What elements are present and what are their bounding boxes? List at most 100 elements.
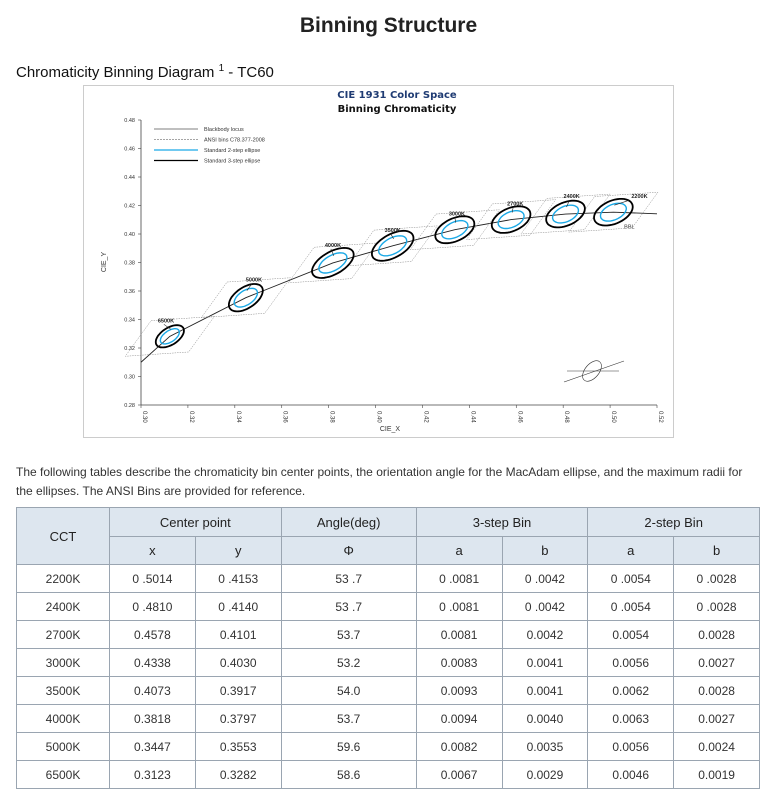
table-cell: 0.0041 xyxy=(501,648,589,677)
table-cell: 0.0041 xyxy=(501,676,589,705)
two-step-ellipse xyxy=(599,202,627,222)
y-tick-label: 0.48 xyxy=(124,118,135,124)
table-cell: 0.0067 xyxy=(415,760,503,789)
point-leader-line xyxy=(614,199,630,206)
table-cell: 3500K xyxy=(16,676,110,705)
x-tick-label: 0.36 xyxy=(282,411,288,423)
subtitle-text: Chromaticity Binning Diagram xyxy=(16,64,215,81)
section-subtitle: Chromaticity Binning Diagram 1 - TC60 xyxy=(16,63,274,81)
table-cell: 58.6 xyxy=(280,760,417,789)
table-description: The following tables describe the chroma… xyxy=(16,465,743,498)
table-cell: 2700K xyxy=(16,620,110,649)
three-step-ellipse xyxy=(311,246,355,279)
x-axis-label: CIE_X xyxy=(380,426,401,433)
ansi-bin-quad xyxy=(124,316,215,357)
ansi-bin-quad xyxy=(347,225,438,267)
chart-subtitle: Binning Chromaticity xyxy=(338,104,457,115)
table-cell: 0.4578 xyxy=(109,620,196,649)
table-cell: 0.3818 xyxy=(109,704,196,733)
chart-title: CIE 1931 Color Space xyxy=(337,90,457,101)
table-cell: 0.3123 xyxy=(109,760,196,789)
table-cell: 0.3553 xyxy=(194,732,282,761)
three-step-ellipse xyxy=(593,198,634,227)
table-cell: 0.0093 xyxy=(415,676,503,705)
table-cell: 53.7 xyxy=(280,620,417,649)
ansi-bin-quad xyxy=(466,199,557,240)
x-tick-label: 0.52 xyxy=(657,411,663,423)
table-row: 3500K 0.4073 0.3917 54.0 0.0093 0.0041 0.0062 0… xyxy=(16,676,760,705)
x-tick-label: 0.46 xyxy=(516,411,522,423)
table-cell: 0.4338 xyxy=(109,648,196,677)
two-step-ellipse xyxy=(377,235,408,257)
three-step-ellipse xyxy=(490,205,532,234)
binning-table: CCT Center point Angle(deg) 3-step Bin 2… xyxy=(16,507,760,789)
x-tick-label: 0.42 xyxy=(422,411,428,423)
table-cell: 0 .0081 xyxy=(415,564,503,593)
x-tick-label: 0.44 xyxy=(469,411,475,423)
y-tick-label: 0.44 xyxy=(124,175,135,181)
table-cell: 53.2 xyxy=(280,648,417,677)
table-cell: 0 .0081 xyxy=(415,592,503,621)
table-cell: 0.4073 xyxy=(109,676,196,705)
header-3-step: 3-step Bin xyxy=(415,507,589,537)
x-tick-label: 0.48 xyxy=(563,411,569,423)
table-cell: 2400K xyxy=(16,592,110,621)
table-cell: 53 .7 xyxy=(280,592,417,621)
y-tick-label: 0.36 xyxy=(124,289,135,295)
table-cell: 0.0046 xyxy=(587,760,675,789)
table-cell: 0 .0054 xyxy=(587,592,675,621)
x-tick-label: 0.38 xyxy=(329,411,335,423)
x-tick-label: 0.30 xyxy=(141,411,147,423)
table-cell: 0.0056 xyxy=(587,648,675,677)
ansi-bin-quad xyxy=(520,193,611,235)
y-tick-label: 0.38 xyxy=(124,261,135,267)
table-row: 3000K 0.4338 0.4030 53.2 0.0083 0.0041 0.0056 0… xyxy=(16,648,760,677)
table-row: 4000K 0.3818 0.3797 53.7 0.0094 0.0040 0.0063 0… xyxy=(16,704,760,733)
two-step-ellipse xyxy=(551,204,580,224)
header-center-point: Center point xyxy=(109,507,282,537)
table-cell: 0.0094 xyxy=(415,704,503,733)
point-label: 5000K xyxy=(246,278,262,284)
subtitle-suffix: - TC60 xyxy=(224,64,274,81)
header-x: x xyxy=(109,536,196,565)
table-row: 5000K 0.3447 0.3553 59.6 0.0082 0.0035 0.0056 0… xyxy=(16,732,760,761)
bbl-label: BBL xyxy=(624,224,634,230)
footnote-link[interactable]: 1 xyxy=(218,63,225,74)
table-cell: 2200K xyxy=(16,564,110,593)
ansi-bin-quad xyxy=(200,277,291,318)
table-cell: 0.0027 xyxy=(673,704,760,733)
table-cell: 59.6 xyxy=(280,732,417,761)
header-angle: Angle(deg) xyxy=(280,507,417,537)
blackbody-locus xyxy=(140,211,658,363)
table-cell: 0.4101 xyxy=(194,620,282,649)
legend-label: Blackbody locus xyxy=(204,127,244,133)
table-row: 6500K 0.3123 0.3282 58.6 0.0067 0.0029 0.0046 0… xyxy=(16,760,760,789)
point-label: 2400K xyxy=(564,194,580,200)
three-step-ellipse xyxy=(154,324,185,349)
table-cell: 0.4030 xyxy=(194,648,282,677)
table-cell: 6500K xyxy=(16,760,110,789)
table-cell: 0 .0042 xyxy=(501,564,589,593)
legend-label: Standard 3-step ellipse xyxy=(204,159,260,165)
x-tick-label: 0.32 xyxy=(188,411,194,423)
table-cell: 0.0028 xyxy=(673,620,760,649)
two-step-ellipse xyxy=(318,252,348,274)
point-label: 2700K xyxy=(507,202,523,208)
header-2a: a xyxy=(587,536,675,565)
table-cell: 0 .0042 xyxy=(501,592,589,621)
header-3a: a xyxy=(415,536,503,565)
point-label: 6500K xyxy=(158,318,174,324)
header-2b: b xyxy=(673,536,760,565)
y-axis-label: CIE_Y xyxy=(101,252,108,273)
table-row: 2700K 0.4578 0.4101 53.7 0.0081 0.0042 0.0054 0… xyxy=(16,620,760,649)
table-cell: 0.0083 xyxy=(415,648,503,677)
y-tick-label: 0.32 xyxy=(124,346,135,352)
point-leader-line xyxy=(454,217,457,223)
table-cell: 0.0056 xyxy=(587,732,675,761)
table-cell: 0 .0028 xyxy=(673,564,760,593)
table-cell: 0.3797 xyxy=(194,704,282,733)
header-2-step: 2-step Bin xyxy=(587,507,760,537)
y-tick-label: 0.28 xyxy=(124,403,135,409)
point-leader-line xyxy=(390,233,394,239)
key-axis xyxy=(563,360,625,383)
